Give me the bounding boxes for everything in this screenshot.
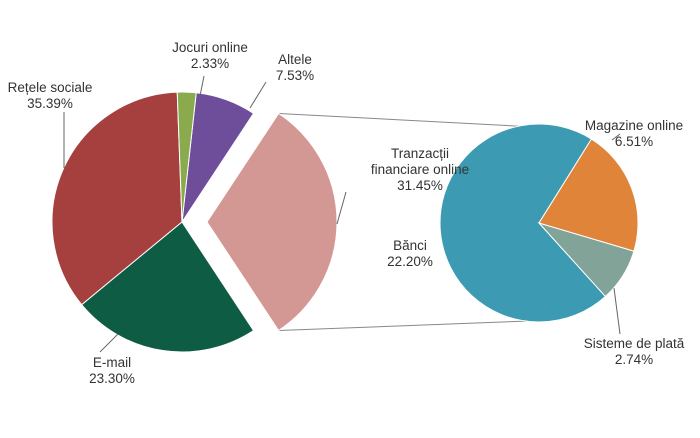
pie-slice	[439, 123, 607, 323]
data-label: Magazine online 6.51%	[584, 118, 684, 149]
pie-slice	[51, 91, 183, 306]
leader-line	[613, 287, 621, 335]
data-label: Altele 7.53%	[275, 52, 315, 83]
data-label: Rețele sociale 35.39%	[7, 80, 93, 111]
leader-line	[336, 191, 347, 225]
leader-line	[99, 333, 119, 353]
data-label: Sisteme de plată 2.74%	[583, 336, 685, 367]
data-label: Jocuri online 2.33%	[172, 40, 248, 71]
pie-slice	[538, 138, 639, 252]
pie-slice	[176, 91, 197, 223]
data-label: Tranzacții financiare online 31.45%	[370, 146, 470, 193]
pie-slice	[206, 112, 338, 332]
data-label: E-mail 23.30%	[89, 355, 135, 386]
leader-line	[199, 75, 205, 97]
leader-line	[611, 133, 621, 141]
connector-line	[278, 319, 560, 332]
pie-slice	[80, 221, 255, 353]
leader-line	[249, 81, 267, 109]
data-label: Bănci 22.20%	[387, 238, 433, 269]
